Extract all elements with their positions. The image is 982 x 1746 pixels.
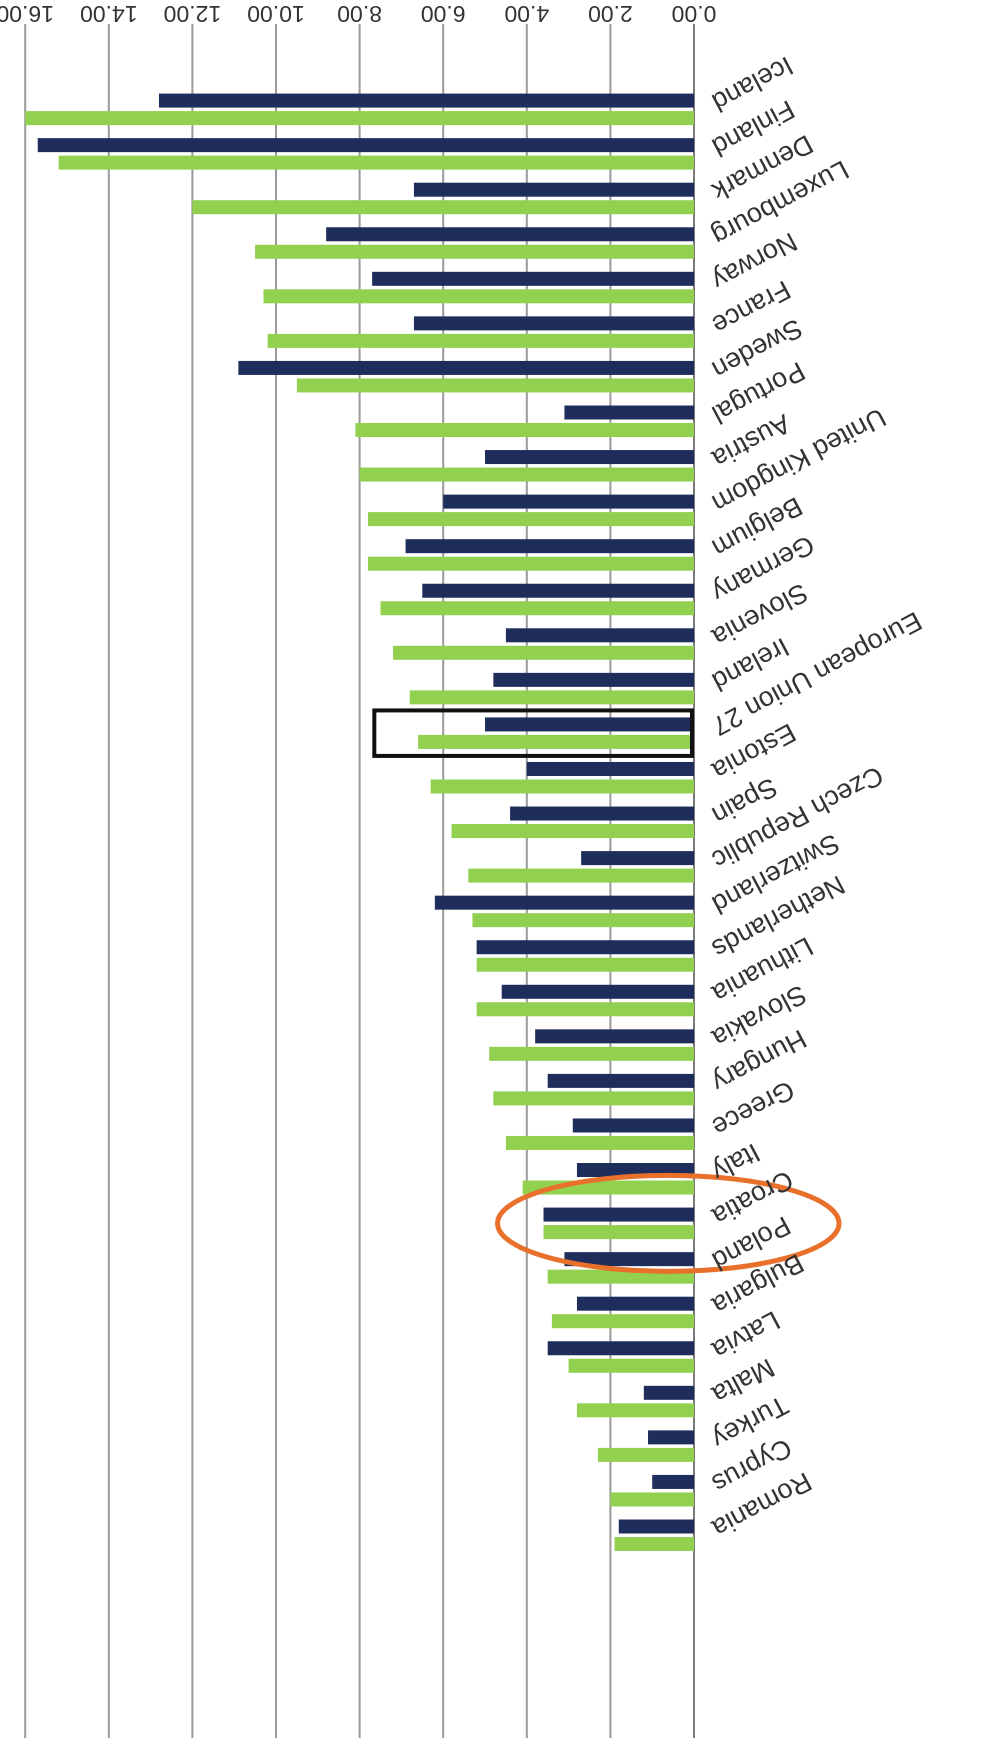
bar-series-1-greece xyxy=(505,1135,694,1150)
bar-series-1-bulgaria xyxy=(551,1314,694,1329)
bar-series-2-belgium xyxy=(405,539,694,554)
bar-series-2-ireland xyxy=(493,672,694,687)
bar-series-2-sweden xyxy=(238,360,694,375)
category-labels: IcelandFinlandDenmarkLuxembourgNorwayFra… xyxy=(706,50,926,1544)
bar-series-2-cyprus xyxy=(652,1474,694,1489)
x-tick-label: 0.00 xyxy=(672,1,717,27)
x-tick-label: 8.00 xyxy=(337,1,382,27)
x-tick-label: 4.00 xyxy=(504,1,549,27)
bar-series-2-united-kingdom xyxy=(443,494,694,509)
bar-series-1-belgium xyxy=(367,556,694,571)
bar-series-2-iceland xyxy=(158,93,694,108)
bar-series-2-poland xyxy=(564,1252,694,1267)
bar-series-2-czech-republic xyxy=(581,851,694,866)
bar-series-1-romania xyxy=(614,1537,694,1551)
bar-series-2-spain xyxy=(510,806,694,821)
bar-series-1-latvia xyxy=(568,1358,694,1373)
bar-series-1-spain xyxy=(451,824,694,839)
bar-series-2-finland xyxy=(37,138,694,153)
bar-series-1-european-union-27 xyxy=(418,734,694,749)
x-tick-label: 16.00 xyxy=(0,1,54,27)
x-tick-label: 2.00 xyxy=(588,1,633,27)
bar-series-2-bulgaria xyxy=(576,1296,694,1311)
highlight-box xyxy=(372,708,694,758)
bar-series-2-malta xyxy=(643,1385,694,1400)
highlight-ellipse xyxy=(495,1172,842,1274)
bar-series-2-latvia xyxy=(547,1341,694,1356)
bar-series-1-united-kingdom xyxy=(367,512,694,527)
bar-series-1-switzerland xyxy=(472,913,694,928)
annotations xyxy=(372,708,842,1274)
bar-series-2-european-union-27 xyxy=(485,717,694,732)
bar-series-2-turkey xyxy=(648,1430,694,1445)
bar-series-2-netherlands xyxy=(476,940,694,955)
bar-series-1-sweden xyxy=(296,378,694,393)
bar-series-2-greece xyxy=(572,1118,694,1133)
bar-series-1-hungary xyxy=(493,1091,694,1106)
plot-area xyxy=(24,24,842,1738)
bar-series-1-france xyxy=(267,333,694,348)
x-tick-label: 14.00 xyxy=(80,1,138,27)
bar-series-2-estonia xyxy=(526,761,694,776)
bar-series-1-malta xyxy=(576,1403,694,1418)
bars xyxy=(25,93,694,1551)
bar-series-2-croatia xyxy=(543,1207,694,1222)
bar-series-1-slovakia xyxy=(489,1046,694,1061)
bar-series-2-lithuania xyxy=(501,984,694,999)
bar-series-2-denmark xyxy=(413,182,694,197)
bar-series-1-lithuania xyxy=(476,1002,694,1017)
bar-series-1-estonia xyxy=(430,779,694,794)
x-tick-label: 10.00 xyxy=(247,1,305,27)
bar-series-1-iceland xyxy=(25,111,694,126)
bar-series-1-ireland xyxy=(409,690,694,705)
x-tick-labels: 0.00 2.00 4.00 6.00 8.00 10.00 12.00 14.00 16.00… xyxy=(0,1,716,27)
bar-series-1-cyprus xyxy=(610,1492,694,1507)
bar-series-2-hungary xyxy=(547,1073,694,1088)
bar-series-2-norway xyxy=(372,271,694,286)
bar-series-1-turkey xyxy=(597,1447,694,1462)
bar-series-2-austria xyxy=(485,450,694,465)
x-tick-label: 12.00 xyxy=(164,1,222,27)
bar-series-2-portugal xyxy=(564,405,694,420)
bar-series-1-germany xyxy=(380,601,694,616)
bar-series-1-austria xyxy=(359,467,694,482)
bar-series-2-luxembourg xyxy=(326,227,694,242)
bar-series-1-norway xyxy=(263,289,694,304)
bar-series-1-netherlands xyxy=(476,957,694,972)
bar-series-1-luxembourg xyxy=(255,244,694,259)
bar-series-1-czech-republic xyxy=(468,868,694,883)
bar-series-1-slovenia xyxy=(393,645,694,660)
bar-series-1-finland xyxy=(58,155,694,170)
bar-series-2-romania xyxy=(618,1519,694,1534)
bar-series-2-slovenia xyxy=(505,628,694,643)
bar-series-1-croatia xyxy=(543,1225,694,1240)
bar-series-1-denmark xyxy=(192,200,694,215)
bar-series-2-switzerland xyxy=(434,895,694,910)
bar-series-1-portugal xyxy=(355,423,694,437)
bar-series-2-slovakia xyxy=(535,1029,694,1044)
bar-series-2-germany xyxy=(422,583,694,598)
bar-series-2-france xyxy=(413,316,694,331)
x-tick-label: 6.00 xyxy=(421,1,466,27)
